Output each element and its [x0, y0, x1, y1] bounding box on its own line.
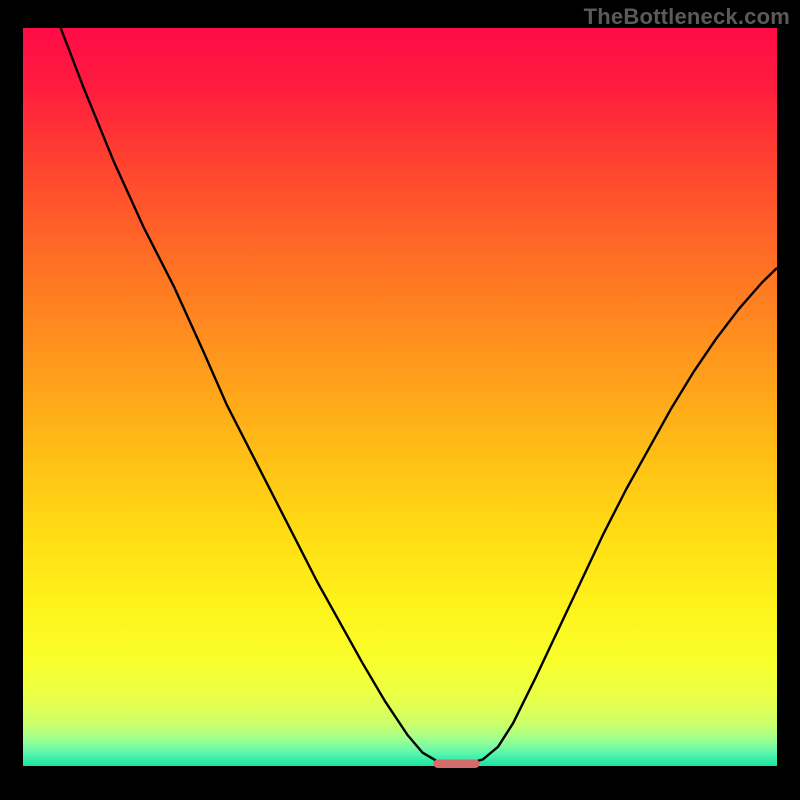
plot-gradient-background — [23, 28, 777, 766]
bottleneck-chart — [0, 0, 800, 800]
chart-stage: { "meta": { "watermark_text": "TheBottle… — [0, 0, 800, 800]
watermark-text: TheBottleneck.com — [584, 4, 790, 30]
